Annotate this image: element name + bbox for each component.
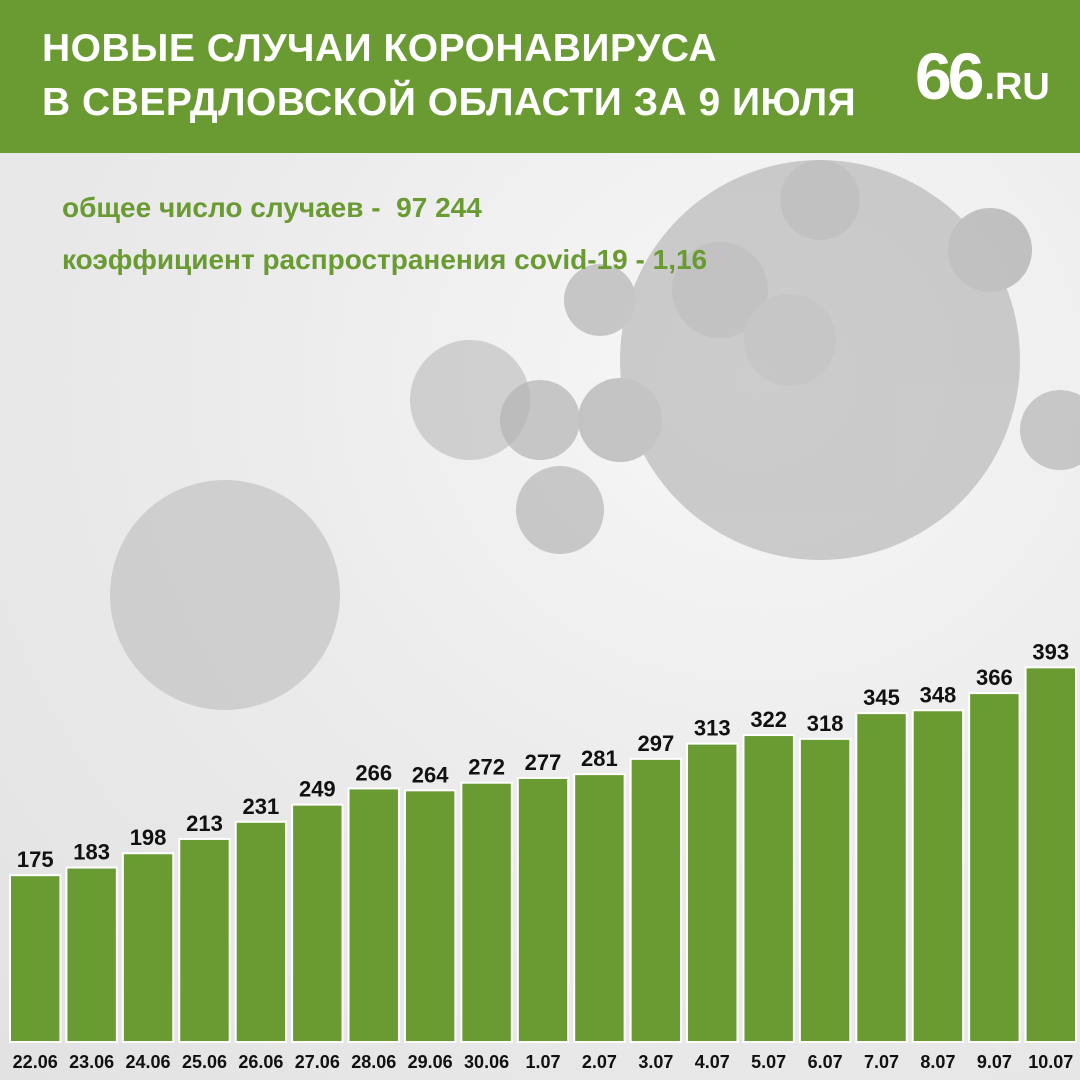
x-tick-label: 24.06 <box>126 1052 171 1072</box>
bar-22.06 <box>9 874 62 1043</box>
bar-3.07 <box>629 757 683 1043</box>
title-line-1: НОВЫЕ СЛУЧАИ КОРОНАВИРУСА <box>42 27 718 70</box>
x-tick-label: 26.06 <box>238 1052 283 1072</box>
x-tick-label: 1.07 <box>525 1052 560 1072</box>
site-logo[interactable]: 66 .RU <box>915 38 1050 113</box>
bar-1.07 <box>516 776 570 1043</box>
bar-value-label: 322 <box>750 707 787 732</box>
bar-25.06 <box>178 837 231 1043</box>
bar-27.06 <box>291 803 344 1043</box>
bar-28.06 <box>347 787 400 1043</box>
bar-9.07 <box>968 692 1021 1044</box>
x-tick-label: 7.07 <box>864 1052 899 1072</box>
virus-large-illustration <box>500 160 1080 560</box>
bar-value-label: 231 <box>243 794 280 819</box>
bar-10.07 <box>1024 666 1078 1043</box>
x-tick-label: 4.07 <box>695 1052 730 1072</box>
bar-value-label: 281 <box>581 746 618 771</box>
bar-value-label: 313 <box>694 716 731 741</box>
x-tick-label: 27.06 <box>295 1052 340 1072</box>
bar-value-label: 213 <box>186 811 223 836</box>
total-cases-value: 97 244 <box>396 192 482 223</box>
bar-value-label: 266 <box>355 760 392 785</box>
bar-2.07 <box>573 773 626 1043</box>
bar-chart: 175 22.06 183 23.06 198 24.06 213 25.06 231 26.06… <box>9 639 1078 1072</box>
bar-value-label: 183 <box>73 840 110 865</box>
bar-value-label: 345 <box>863 685 900 710</box>
rt-label: коэффициент распространения covid-19 - <box>62 244 653 275</box>
bar-26.06 <box>234 820 288 1044</box>
x-tick-label: 2.07 <box>582 1052 617 1072</box>
logo-number: 66 <box>915 39 984 113</box>
bar-value-label: 348 <box>920 682 957 707</box>
bar-value-label: 264 <box>412 762 449 787</box>
bar-value-label: 318 <box>807 711 844 736</box>
x-tick-label: 5.07 <box>751 1052 786 1072</box>
rt-value: 1,16 <box>652 244 708 275</box>
x-tick-label: 28.06 <box>351 1052 396 1072</box>
logo-suffix: .RU <box>984 66 1050 108</box>
x-tick-label: 23.06 <box>69 1052 114 1072</box>
x-tick-label: 30.06 <box>464 1052 509 1072</box>
bar-7.07 <box>855 712 908 1043</box>
total-cases-line: общее число случаев - 97 244 <box>62 182 707 234</box>
x-tick-label: 3.07 <box>638 1052 673 1072</box>
x-tick-label: 8.07 <box>920 1052 955 1072</box>
x-tick-label: 9.07 <box>977 1052 1012 1072</box>
stats-block: общее число случаев - 97 244 коэффициент… <box>62 182 707 286</box>
x-tick-label: 6.07 <box>808 1052 843 1072</box>
bar-29.06 <box>403 789 457 1043</box>
bar-value-label: 272 <box>468 755 505 780</box>
total-cases-label: общее число случаев - <box>62 192 397 223</box>
page-title: НОВЫЕ СЛУЧАИ КОРОНАВИРУСА В СВЕРДЛОВСКОЙ… <box>42 22 862 130</box>
bar-value-label: 366 <box>976 665 1013 690</box>
bar-5.07 <box>742 734 795 1043</box>
x-tick-label: 25.06 <box>182 1052 227 1072</box>
header-banner: НОВЫЕ СЛУЧАИ КОРОНАВИРУСА В СВЕРДЛОВСКОЙ… <box>0 0 1080 153</box>
bar-6.07 <box>798 737 852 1043</box>
x-tick-label: 29.06 <box>408 1052 453 1072</box>
bar-value-label: 297 <box>637 731 674 756</box>
bar-23.06 <box>65 866 118 1043</box>
bar-30.06 <box>460 781 513 1043</box>
x-tick-label: 10.07 <box>1028 1052 1073 1072</box>
bar-value-label: 198 <box>130 825 167 850</box>
virus-small-illustration <box>110 340 530 710</box>
bar-value-label: 249 <box>299 777 336 802</box>
rt-line: коэффициент распространения covid-19 - 1… <box>62 234 707 286</box>
bar-value-label: 393 <box>1032 639 1069 664</box>
title-line-2: В СВЕРДЛОВСКОЙ ОБЛАСТИ ЗА 9 ИЮЛЯ <box>42 81 857 124</box>
bar-value-label: 175 <box>17 847 54 872</box>
bar-value-label: 277 <box>525 750 562 775</box>
bar-4.07 <box>686 742 739 1044</box>
bar-24.06 <box>121 852 175 1043</box>
x-tick-label: 22.06 <box>13 1052 58 1072</box>
bar-8.07 <box>911 709 965 1043</box>
